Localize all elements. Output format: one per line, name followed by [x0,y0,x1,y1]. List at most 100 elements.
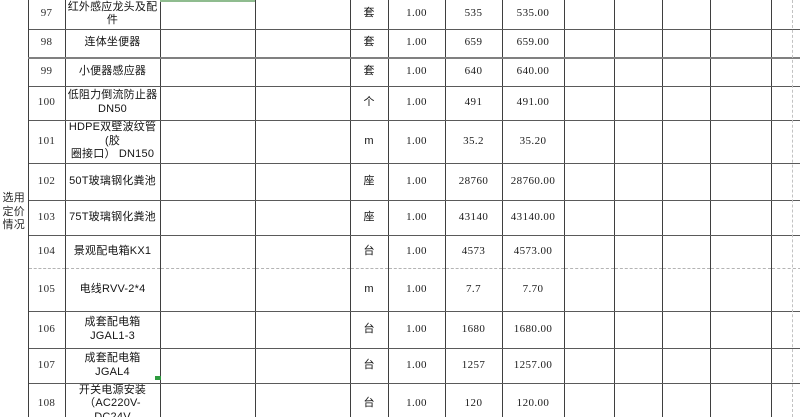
table-row[interactable]: 104 景观配电箱KX1 台 1.00 4573 4573.00 [0,235,800,269]
cell-brand[interactable] [255,200,351,236]
cell-extra-11[interactable] [662,0,711,30]
cell-spec[interactable] [160,268,256,312]
cell-index[interactable]: 98 [28,29,66,59]
cell-index[interactable]: 107 [28,348,66,384]
cell-brand[interactable] [255,163,351,201]
cell-unit-price[interactable]: 1680 [445,311,503,349]
cell-brand[interactable] [255,383,351,417]
cell-extra-10[interactable] [614,268,663,312]
cell-extra-12[interactable] [710,268,772,312]
cell-quantity[interactable]: 1.00 [388,383,446,417]
cell-unit-price[interactable]: 535 [445,0,503,30]
cell-extra-11[interactable] [662,120,711,164]
cell-unit[interactable]: 套 [350,29,389,59]
cell-item-name[interactable]: 开关电源安装 （AC220V-DC24V [65,383,161,417]
cell-extra-12[interactable] [710,235,772,269]
cell-brand[interactable] [255,0,351,30]
cell-item-name[interactable]: 景观配电箱KX1 [65,235,161,269]
cell-extra-11[interactable] [662,235,711,269]
cell-item-name[interactable]: 连体坐便器 [65,29,161,59]
cell-spec[interactable] [160,163,256,201]
cell-brand[interactable] [255,29,351,59]
cell-extra-10[interactable] [614,348,663,384]
cell-extra-12[interactable] [710,29,772,59]
cell-index[interactable]: 106 [28,311,66,349]
cell-amount[interactable]: 120.00 [502,383,565,417]
cell-amount[interactable]: 4573.00 [502,235,565,269]
cell-spec[interactable] [160,86,256,121]
cell-unit-price[interactable]: 120 [445,383,503,417]
cell-extra-11[interactable] [662,29,711,59]
table-row[interactable]: 107 成套配电箱 JGAL4 台 1.00 1257 1257.00 [0,348,800,384]
cell-unit[interactable]: m [350,120,389,164]
cell-extra-12[interactable] [710,120,772,164]
cell-extra-9[interactable] [564,383,615,417]
cell-extra-9[interactable] [564,348,615,384]
cell-quantity[interactable]: 1.00 [388,163,446,201]
cell-extra-9[interactable] [564,268,615,312]
cell-extra-13[interactable] [771,235,800,269]
cell-amount[interactable]: 535.00 [502,0,565,30]
cell-extra-11[interactable] [662,200,711,236]
cell-quantity[interactable]: 1.00 [388,235,446,269]
cell-item-name[interactable]: 低阻力倒流防止器 DN50 [65,86,161,121]
table-row[interactable]: 108 开关电源安装 （AC220V-DC24V 台 1.00 120 120.00 [0,383,800,417]
cell-item-name[interactable]: 电线RVV-2*4 [65,268,161,312]
cell-extra-11[interactable] [662,163,711,201]
cell-extra-9[interactable] [564,163,615,201]
cell-extra-10[interactable] [614,163,663,201]
cell-unit-price[interactable]: 35.2 [445,120,503,164]
cell-quantity[interactable]: 1.00 [388,268,446,312]
cell-item-name[interactable]: 75T玻璃钢化粪池 [65,200,161,236]
cell-extra-12[interactable] [710,163,772,201]
cell-extra-13[interactable] [771,268,800,312]
cell-unit[interactable]: 座 [350,200,389,236]
cell-unit[interactable]: 座 [350,163,389,201]
cell-extra-9[interactable] [564,311,615,349]
cell-quantity[interactable]: 1.00 [388,86,446,121]
cell-extra-13[interactable] [771,58,800,87]
cell-unit-price[interactable]: 4573 [445,235,503,269]
table-row[interactable]: 98 连体坐便器 套 1.00 659 659.00 [0,29,800,59]
cell-item-name[interactable]: 成套配电箱 JGAL4 [65,348,161,384]
cell-extra-10[interactable] [614,120,663,164]
cell-item-name[interactable]: 成套配电箱 JGAL1-3 [65,311,161,349]
table-row[interactable]: 100 低阻力倒流防止器 DN50 个 1.00 491 491.00 [0,86,800,121]
cell-amount[interactable]: 1680.00 [502,311,565,349]
cell-extra-11[interactable] [662,311,711,349]
cell-extra-12[interactable] [710,200,772,236]
cell-unit-price[interactable]: 640 [445,58,503,87]
cell-extra-12[interactable] [710,348,772,384]
cell-quantity[interactable]: 1.00 [388,58,446,87]
cell-quantity[interactable]: 1.00 [388,311,446,349]
cell-extra-11[interactable] [662,58,711,87]
cell-spec[interactable] [160,348,256,384]
cell-extra-9[interactable] [564,86,615,121]
cell-brand[interactable] [255,58,351,87]
cell-amount[interactable]: 640.00 [502,58,565,87]
cell-unit-price[interactable]: 1257 [445,348,503,384]
cell-unit[interactable]: 套 [350,58,389,87]
cell-extra-13[interactable] [771,200,800,236]
cell-spec[interactable] [160,0,256,30]
cell-spec[interactable] [160,200,256,236]
cell-quantity[interactable]: 1.00 [388,348,446,384]
cell-extra-13[interactable] [771,86,800,121]
cell-extra-11[interactable] [662,383,711,417]
cell-extra-9[interactable] [564,0,615,30]
cell-extra-9[interactable] [564,120,615,164]
cell-index[interactable]: 108 [28,383,66,417]
cell-unit-price[interactable]: 28760 [445,163,503,201]
cell-amount[interactable]: 35.20 [502,120,565,164]
cell-unit-price[interactable]: 659 [445,29,503,59]
cell-extra-12[interactable] [710,0,772,30]
cell-extra-10[interactable] [614,0,663,30]
cell-quantity[interactable]: 1.00 [388,120,446,164]
cell-extra-12[interactable] [710,383,772,417]
cell-extra-13[interactable] [771,311,800,349]
cell-extra-10[interactable] [614,86,663,121]
cell-amount[interactable]: 7.70 [502,268,565,312]
cell-index[interactable]: 97 [28,0,66,30]
